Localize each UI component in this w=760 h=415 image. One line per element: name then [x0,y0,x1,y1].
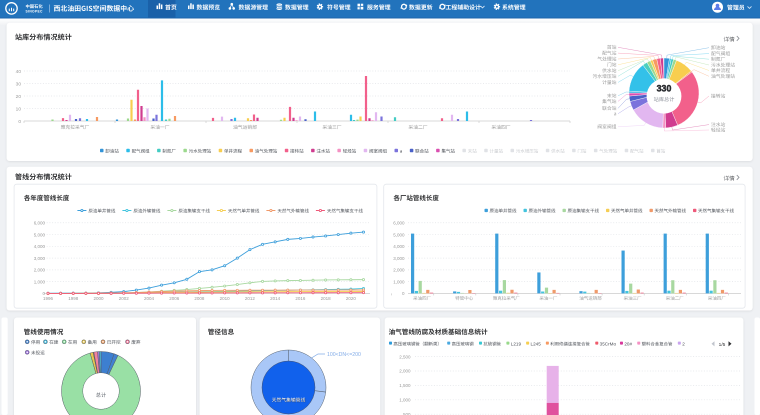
svg-text:1996: 1996 [43,296,54,301]
svg-text:500: 500 [403,412,411,415]
svg-text:2006: 2006 [169,296,180,301]
svg-text:1,000: 1,000 [393,279,405,284]
svg-text:6,000: 6,000 [34,220,46,225]
svg-text:0: 0 [402,291,405,296]
svg-text:10: 10 [16,106,22,112]
svg-text:5,000: 5,000 [34,232,46,237]
svg-text:0: 0 [18,119,21,125]
svg-text:2004: 2004 [144,296,155,301]
svg-text:1,000: 1,000 [399,398,411,403]
svg-text:30: 30 [16,81,22,87]
svg-text:4,000: 4,000 [393,244,405,249]
svg-text:1998: 1998 [68,296,79,301]
svg-text:L219: L219 [511,341,522,346]
svg-text:2,000: 2,000 [34,268,46,273]
svg-text:0: 0 [42,291,45,296]
svg-text:20: 20 [16,94,22,100]
svg-text:2002: 2002 [119,296,130,301]
svg-text:40: 40 [16,69,22,75]
svg-text:2: 2 [682,341,685,346]
svg-text:20#: 20# [624,341,632,346]
svg-text:2020: 2020 [346,296,357,301]
svg-text:4,000: 4,000 [34,244,46,249]
svg-text:35CrMo: 35CrMo [600,341,617,346]
svg-text:1,500: 1,500 [399,383,411,388]
svg-text:1,000: 1,000 [34,279,46,284]
svg-text:6,000: 6,000 [393,220,405,225]
svg-text:1/5: 1/5 [719,342,726,348]
svg-text:2000: 2000 [93,296,104,301]
svg-text:2016: 2016 [295,296,306,301]
svg-text:330: 330 [657,84,672,94]
svg-text:3,000: 3,000 [34,256,46,261]
svg-text:2008: 2008 [194,296,205,301]
svg-text:2010: 2010 [220,296,231,301]
svg-text:3,000: 3,000 [393,256,405,261]
svg-text:L245: L245 [531,341,542,346]
svg-text:2,000: 2,000 [399,369,411,374]
svg-text:SINOPEC: SINOPEC [26,10,44,14]
svg-text:2014: 2014 [270,296,281,301]
svg-text:2,500: 2,500 [399,354,411,359]
svg-text:100<DN<=200: 100<DN<=200 [327,352,361,358]
svg-text:5,000: 5,000 [393,232,405,237]
svg-text:2,000: 2,000 [393,268,405,273]
svg-text:2018: 2018 [321,296,332,301]
svg-text:2012: 2012 [245,296,256,301]
